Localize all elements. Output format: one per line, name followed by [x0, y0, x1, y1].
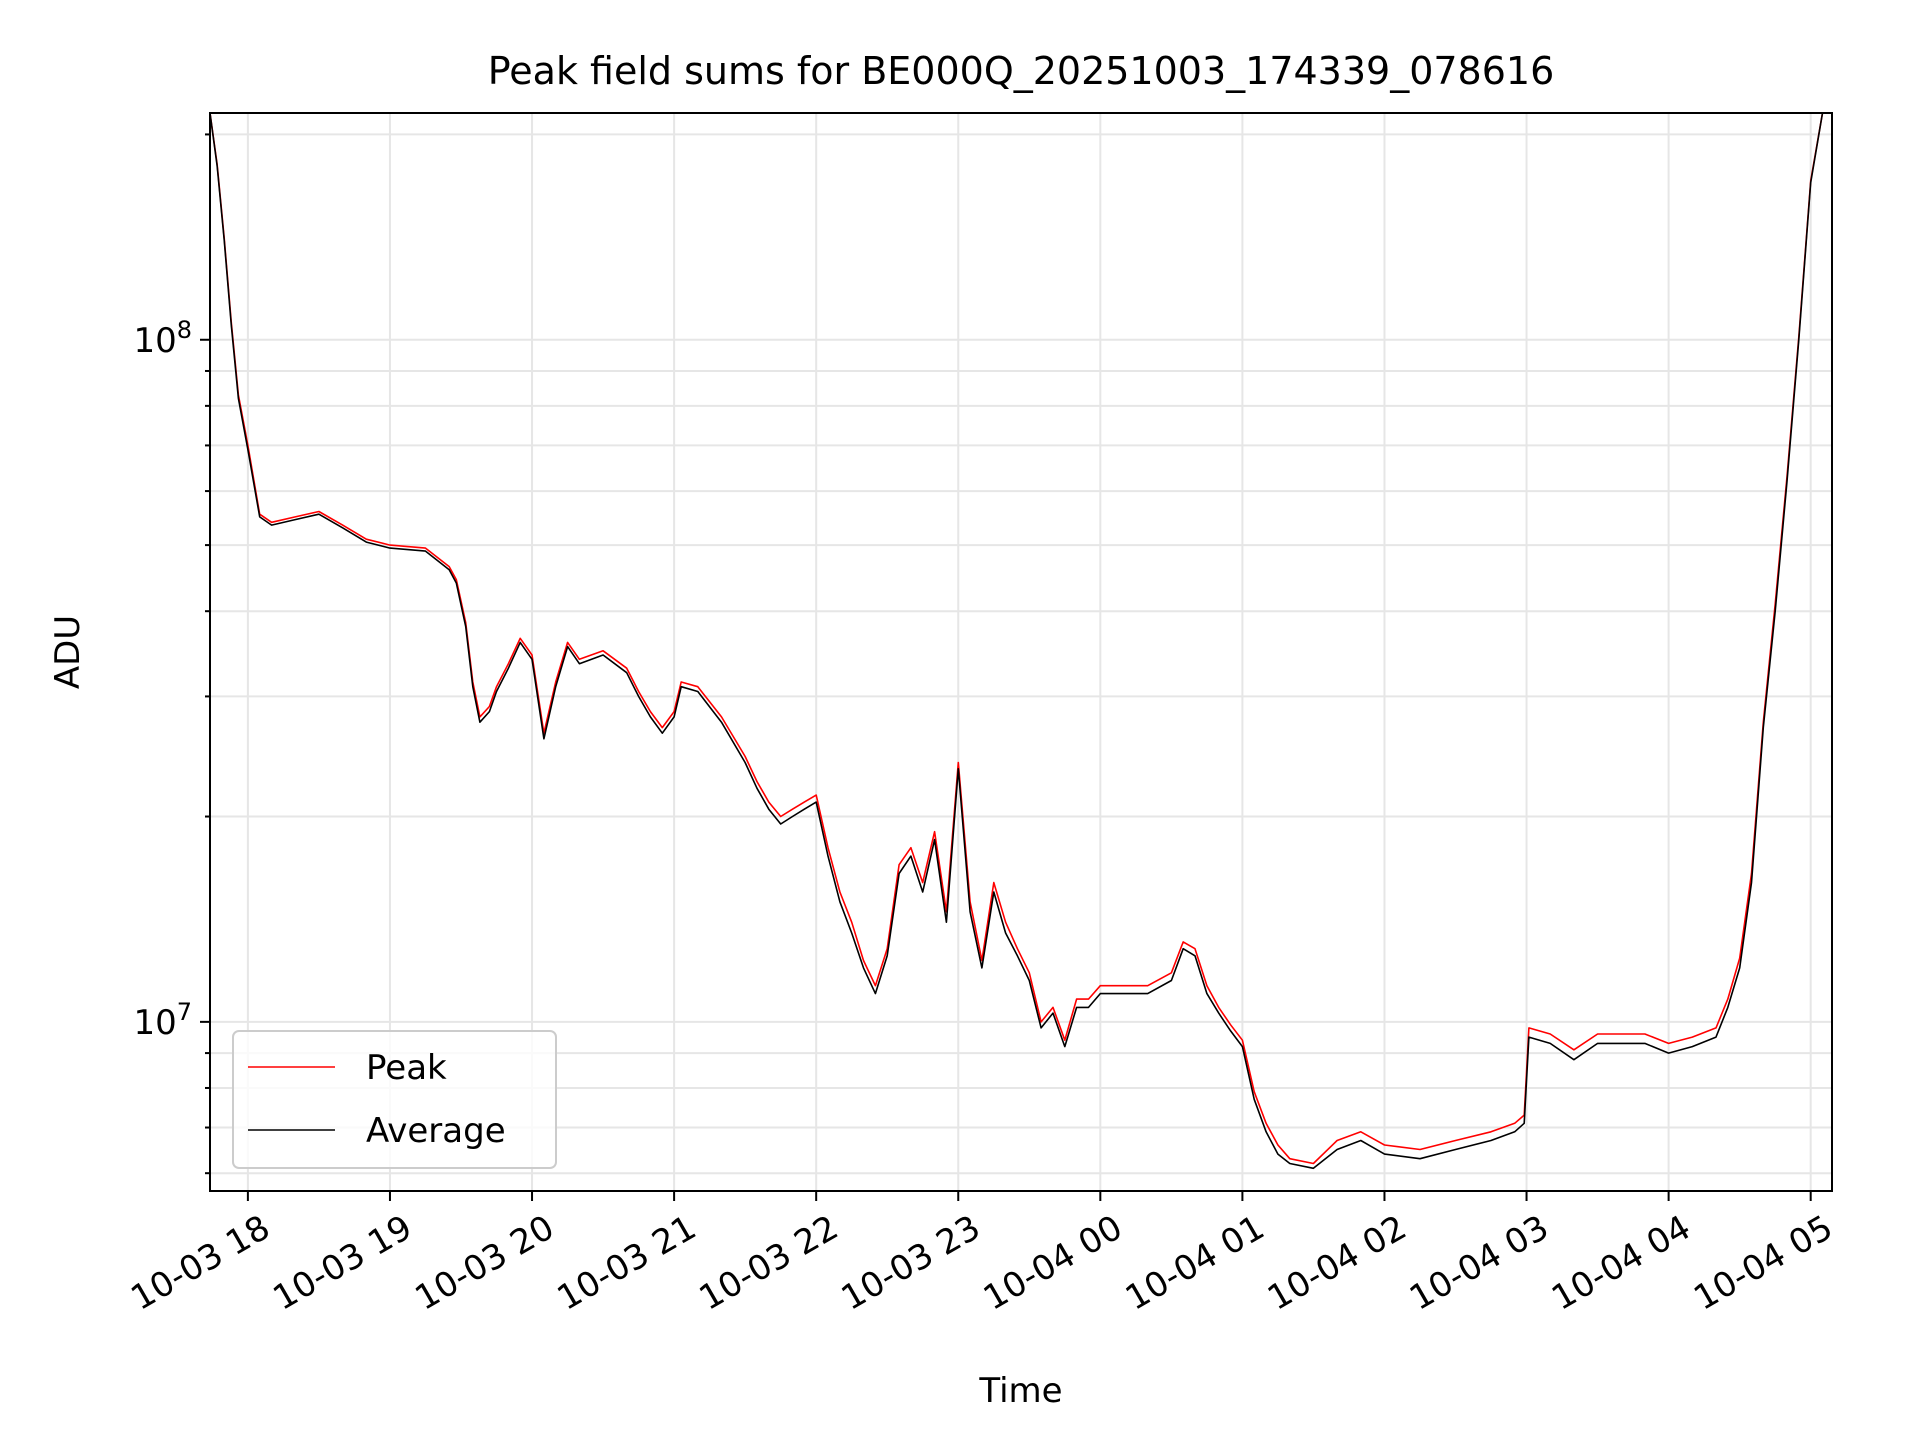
y-tick-label: 108	[133, 316, 192, 361]
x-axis-label: Time	[978, 1371, 1062, 1411]
legend-box	[232, 1030, 557, 1169]
series-layer	[209, 112, 1824, 1170]
grid-lines	[210, 113, 1832, 1191]
y-axis-label: ADU	[48, 615, 88, 689]
legend: Peak Average	[232, 1030, 557, 1169]
plot-area-frame	[209, 112, 1833, 1192]
average-series-line	[209, 112, 1824, 1170]
chart-title: Peak field sums for BE000Q_20251003_1743…	[488, 49, 1555, 93]
legend-label-peak: Peak	[366, 1048, 447, 1088]
y-tick-label: 107	[133, 998, 192, 1043]
legend-label-average: Average	[366, 1111, 506, 1151]
